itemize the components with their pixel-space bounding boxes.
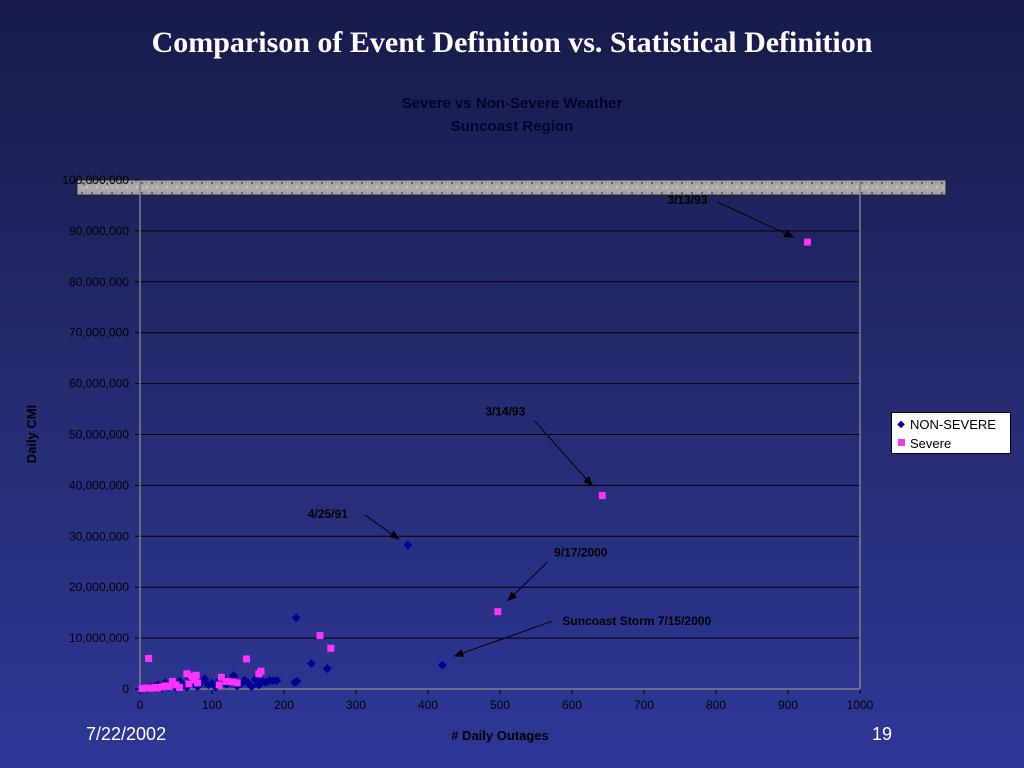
y-tick-label: 50,000,000 [69,428,129,442]
legend-label: Severe [910,436,952,451]
annotation-arrow [453,620,553,657]
annotation-arrow [507,561,549,602]
y-tick-label: 30,000,000 [69,529,129,543]
x-tick-label: 0 [137,698,144,712]
top-band [76,179,947,196]
square-marker-icon [896,438,906,449]
y-tick-label: 10,000,000 [69,631,129,645]
data-point-severe [147,684,155,692]
diamond-marker-icon: ◆ [897,419,905,430]
data-point-non-severe [229,671,239,681]
x-tick-label: 500 [490,698,510,712]
data-point-non-severe [403,540,413,550]
grid-layer [140,179,860,639]
chart-legend: ◆ NON-SEVERE Severe [891,412,1011,454]
data-point-non-severe [291,613,301,623]
data-point-severe [222,677,230,685]
data-point-severe [172,681,180,689]
footer-date: 7/22/2002 [86,724,167,744]
y-tick-label: 70,000,000 [69,326,129,340]
x-axis-label: # Daily Outages [451,728,549,743]
annotation-label: 9/17/2000 [554,546,608,560]
annotation-label: 4/25/91 [308,507,348,521]
data-point-severe [257,667,265,675]
data-point-non-severe [306,659,316,669]
annotation-label: Suncoast Storm 7/15/2000 [562,614,711,628]
data-point-severe [158,683,166,691]
x-tick-label: 600 [562,698,582,712]
annotations-layer: 3/13/93 3/14/93 4/25/91 9/17/2000 Suncoast S… [308,193,795,657]
data-point-non-severe [250,674,260,684]
data-point-non-severe [272,675,282,685]
data-point-severe [215,681,223,689]
data-point-severe [194,679,202,687]
data-point-severe [243,655,251,663]
y-axis-label: Daily CMI [24,405,39,464]
legend-item-severe: Severe [896,434,1006,453]
data-point-severe [327,644,335,652]
data-point-severe [138,684,146,692]
y-tick-label: 100,000,000 [62,173,129,187]
data-point-severe [494,608,502,616]
data-point-severe [233,679,241,687]
data-point-severe [150,683,158,691]
annotation-arrow [364,514,400,540]
data-point-severe [154,684,162,692]
data-point-severe [168,677,176,685]
y-tick-label: 60,000,000 [69,377,129,391]
data-point-severe [316,632,324,640]
data-point-severe [598,492,606,500]
x-tick-label: 900 [778,698,798,712]
data-point-severe [803,238,811,246]
x-tick-label: 1000 [847,698,874,712]
data-point-non-severe [200,674,210,684]
x-tick-label: 200 [274,698,294,712]
y-tick-label: 0 [122,682,129,696]
legend-item-non-severe: ◆ NON-SEVERE [896,415,1006,434]
data-point-severe [176,683,184,691]
data-point-severe [161,682,169,690]
axes-layer: 0 10,000,000 20,000,000 30,000,000 40,000,00… [62,173,873,712]
data-point-severe [185,680,193,688]
data-point-severe [165,682,173,690]
data-point-severe [217,673,225,681]
data-point-severe [145,654,153,662]
data-point-non-severe [322,664,332,674]
page-number: 19 [872,724,893,744]
annotation-arrow [717,201,795,238]
chart-title: Severe vs Non-Severe Weather [401,95,623,112]
legend-label: NON-SEVERE [910,417,996,432]
annotation-label: 3/14/93 [485,405,525,419]
x-tick-label: 300 [346,698,366,712]
y-tick-label: 20,000,000 [69,580,129,594]
slide-title: Comparison of Event Definition vs. Stati… [151,26,873,59]
x-tick-label: 100 [202,698,222,712]
data-point-severe [183,670,191,678]
y-tick-label: 90,000,000 [69,224,129,238]
y-tick-label: 80,000,000 [69,275,129,289]
annotation-label: 3/13/93 [667,193,707,207]
annotation-arrow [533,420,593,487]
data-point-severe [192,671,200,679]
points-layer [138,238,811,693]
data-point-non-severe [292,676,302,686]
data-point-severe [228,678,236,686]
data-point-severe [142,684,150,692]
data-point-severe [190,676,198,684]
y-tick-label: 40,000,000 [69,478,129,492]
x-tick-label: 700 [634,698,654,712]
data-point-non-severe [437,660,447,670]
x-tick-label: 800 [706,698,726,712]
data-point-non-severe [247,681,257,691]
chart-subtitle: Suncoast Region [450,118,574,135]
data-point-severe [188,672,196,680]
x-tick-label: 400 [418,698,438,712]
